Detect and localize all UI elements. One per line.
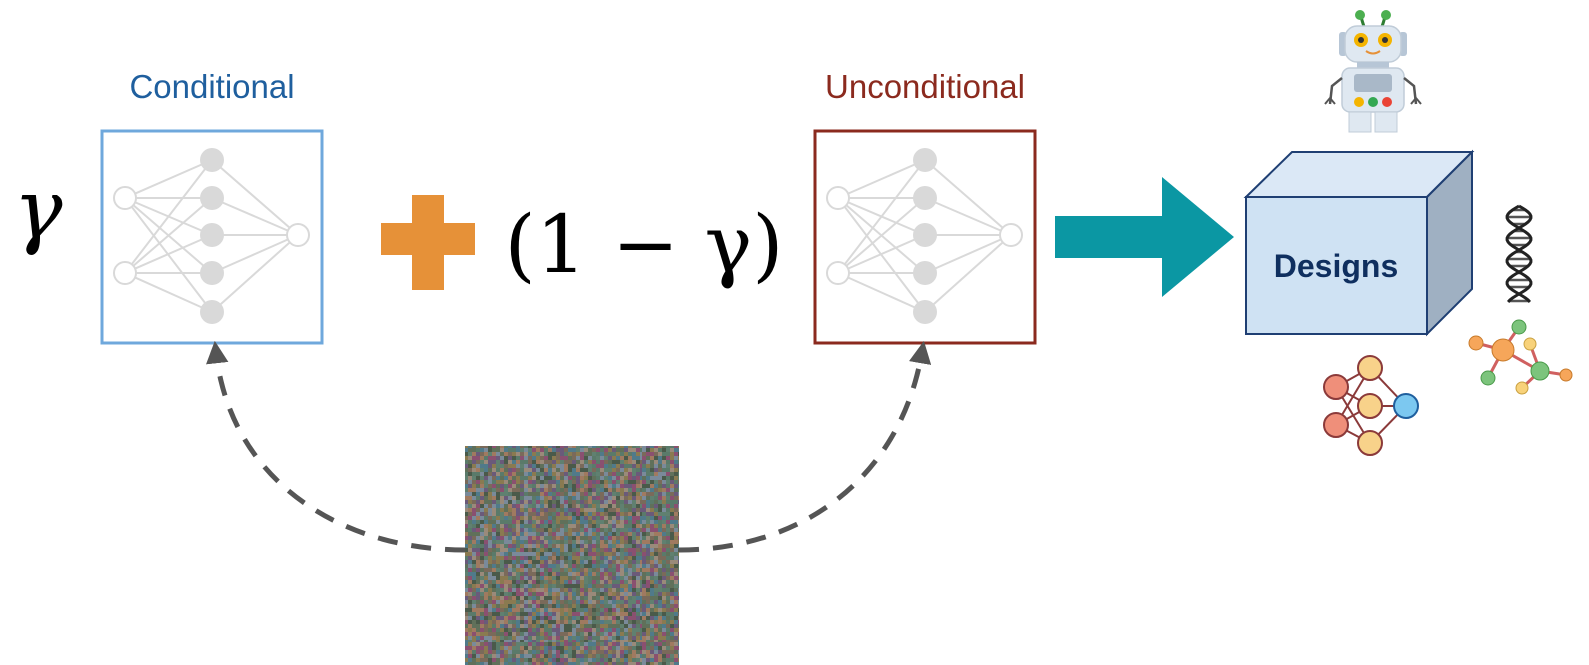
network-edge — [124, 197, 213, 274]
network-node — [200, 186, 224, 210]
network-node — [200, 300, 224, 324]
network-edge — [211, 234, 299, 313]
unconditional-label: Unconditional — [825, 68, 1025, 105]
network-edge — [837, 272, 926, 313]
network-node — [826, 261, 850, 285]
neural-network-icon — [826, 148, 1023, 324]
network-node — [113, 186, 137, 210]
network-node — [913, 261, 937, 285]
plus-icon — [381, 195, 475, 290]
network-edge — [837, 197, 926, 274]
network-node — [113, 261, 137, 285]
network-node — [999, 223, 1023, 247]
network-node — [826, 186, 850, 210]
network-node — [200, 148, 224, 172]
network-edge — [837, 159, 926, 274]
network-edge — [837, 159, 926, 199]
gamma-symbol: γ — [13, 163, 63, 258]
designs-label: Designs — [1274, 248, 1398, 284]
network-node — [286, 223, 310, 247]
dna-helix-icon — [1505, 204, 1533, 304]
dna-strand — [1505, 204, 1533, 304]
one-minus-gamma-term: (1 − γ) — [504, 198, 783, 291]
network-edge — [924, 234, 1012, 313]
network-node — [200, 223, 224, 247]
dashed-arrow-to-conditional — [206, 340, 466, 553]
output-arrow — [1055, 177, 1234, 297]
network-node — [913, 223, 937, 247]
colored-network-icon — [1323, 355, 1419, 456]
molecule-icon — [1468, 319, 1573, 395]
robot-icon — [1324, 10, 1422, 133]
network-edge — [211, 159, 299, 236]
neural-network-icon — [113, 148, 310, 324]
dashed-arrow-to-unconditional — [678, 340, 932, 553]
network-edge — [124, 234, 213, 274]
network-edge — [924, 234, 1012, 274]
noise-image-icon — [465, 446, 679, 665]
network-edge — [924, 197, 1012, 236]
network-edge — [837, 234, 926, 274]
network-node — [913, 300, 937, 324]
network-edge — [211, 197, 299, 236]
network-edge — [124, 159, 213, 274]
network-node — [913, 148, 937, 172]
dna-strand — [1505, 204, 1533, 304]
network-node — [200, 261, 224, 285]
conditional-label: Conditional — [129, 68, 294, 105]
designs-cube — [1243, 149, 1475, 337]
network-edge — [124, 159, 213, 199]
network-edge — [124, 272, 213, 313]
network-node — [913, 186, 937, 210]
network-edge — [211, 234, 299, 274]
network-edge — [924, 159, 1012, 236]
